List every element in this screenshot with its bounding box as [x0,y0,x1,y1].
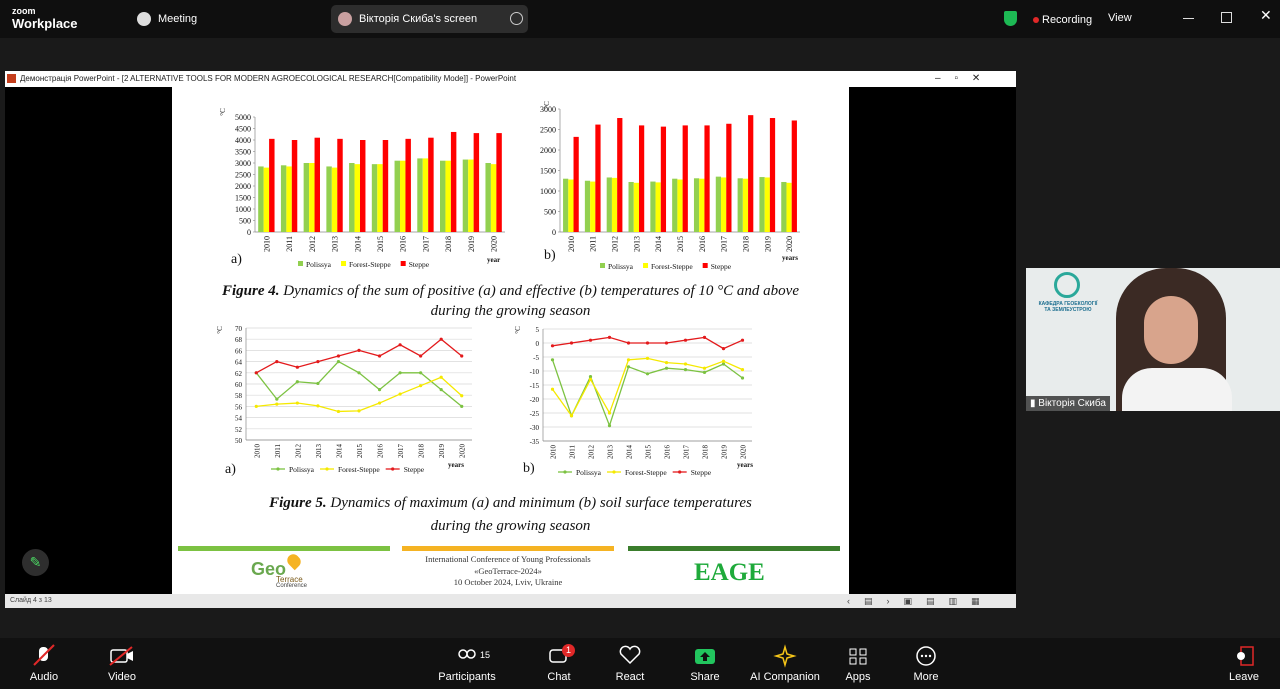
logo-terrace: Terrace [276,575,303,584]
video-tile: КАФЕДРА ГЕОЕКОЛОГІЇ ТА ЗЕМЛЕУСТРОЮ ▮ Вік… [1026,268,1280,411]
product: Workplace [12,16,78,31]
participant-name: ▮ Вікторія Скиба [1026,396,1110,411]
footer-bar-orange [402,546,614,551]
top-bar: zoom Workplace Meeting Вікторія Скиба's … [0,0,1280,38]
person-face [1144,296,1198,364]
apps-label: Apps [845,671,871,683]
slide-counter: Слайд 4 з 13 [10,597,52,604]
recording-dot [1033,17,1039,23]
video-icon [109,646,133,666]
figure4-text: Dynamics of the sum of positive (a) and … [283,283,799,299]
logo-conference: Conference [276,583,308,589]
chat-button[interactable]: 1 Chat [538,638,580,689]
share-menu[interactable] [510,12,523,25]
audio-icon [33,644,55,666]
restore[interactable] [1221,12,1232,23]
brand: zoom [12,6,36,16]
recording[interactable]: Recording [1042,14,1093,26]
logo-mark [1054,272,1080,298]
apps-button[interactable]: Apps [838,638,878,689]
window-controls: – ▫ ✕ [935,73,981,84]
figure4-caption-line2: during the growing season [430,303,591,319]
meeting-icon [137,12,151,26]
share-pill[interactable]: Вікторія Скиба's screen [331,5,528,33]
video-button[interactable]: Video [100,638,144,689]
logo-pin [284,551,304,571]
status-bar: Слайд 4 з 13 ‹▤›▣▤▥▦ [5,594,1016,608]
participant-name-text: Вікторія Скиба [1038,398,1106,409]
view-button[interactable]: View [1108,12,1132,24]
avatar [338,12,352,26]
share-label: Share [690,671,720,683]
audio-label: Audio [29,671,59,683]
leave-button[interactable]: Leave [1224,638,1264,689]
meeting-button[interactable]: Meeting [158,13,198,25]
more-icon [916,646,936,666]
react-label: React [615,671,645,683]
logo-geo: Geo [251,559,287,579]
share-icon [695,649,715,664]
leave-label: Leave [1229,671,1259,683]
conference-line: 10 October 2024, Lviv, Ukraine [453,577,563,587]
video-label: Video [108,671,136,683]
more-button[interactable]: More [906,638,946,689]
figure5-text: Dynamics of maximum (a) and minimum (b) … [330,495,752,511]
meeting-toolbar: Audio Video 15 Participants 1 Chat React S… [0,638,1280,689]
react-button[interactable]: React [610,638,650,689]
share-button[interactable]: Share [684,638,726,689]
annotate-button[interactable]: ✎ [22,549,49,576]
chat-badge: 1 [562,644,575,657]
window-title-bar: Демонстрація PowerPoint - [2 ALTERNATIVE… [5,71,1016,87]
audio-button[interactable]: Audio [22,638,66,689]
figure5-caption-line1: Figure 5. Dynamics of maximum (a) and mi… [172,495,849,512]
more-label: More [913,671,939,683]
footer-bar-green [178,546,390,551]
figure5-label: Figure 5. [269,495,327,511]
person-shirt [1122,368,1232,411]
figure4-label: Figure 4. [221,283,280,299]
participants-label: Participants [438,671,496,683]
react-icon [619,645,641,665]
security-icon[interactable] [1004,11,1017,26]
figure4-caption-line1: Figure 4. Dynamics of the sum of positiv… [172,283,849,300]
ai-icon [773,644,797,668]
participants-button[interactable]: 15 Participants [436,638,498,689]
leave-icon [1237,646,1254,666]
share-label: Вікторія Скиба's screen [359,13,478,25]
apps-icon [849,648,867,665]
minimize[interactable] [1183,18,1194,19]
participants-count: 15 [480,650,491,660]
figure5-caption-line2: during the growing season [430,518,591,534]
logo-text: КАФЕДРА ГЕОЕКОЛОГІЇ ТА ЗЕМЛЕУСТРОЮ [1038,301,1098,313]
ppt-icon [7,74,16,84]
ai-companion-button[interactable]: AI Companion [750,638,820,689]
view-buttons: ‹▤›▣▤▥▦ [847,596,994,606]
eage-logo: EAGE [694,559,765,586]
conference-line: «GeoTerrace-2024» [474,565,542,576]
footer-bar-dark [628,546,840,551]
slide: Figure 4. Dynamics of the sum of positiv… [172,87,849,594]
conference-line: International Conference of Young Profes… [425,554,591,564]
conference-info: International Conference of Young Profes… [402,554,614,589]
participants-icon [458,649,476,659]
ai-companion-label: AI Companion [750,671,820,683]
close[interactable]: ✕ [1260,7,1272,23]
chat-label: Chat [547,671,571,683]
shared-window: Демонстрація PowerPoint - [2 ALTERNATIVE… [5,71,1016,608]
window-title: Демонстрація PowerPoint - [2 ALTERNATIVE… [20,74,517,83]
